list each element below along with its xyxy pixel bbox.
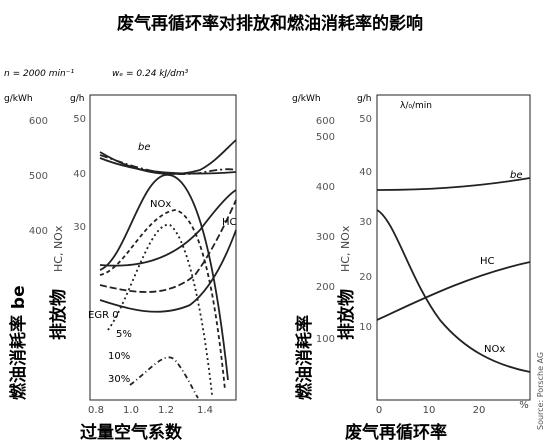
left-ytick-be: 600 [29, 116, 48, 127]
figure-title: 废气再循环率对排放和燃油消耗率的影响 [117, 13, 423, 34]
right-unit-emis: g/h [357, 94, 371, 104]
left-unit-emis: g/h [70, 94, 84, 104]
left-unit-be: g/kWh [4, 94, 33, 104]
left-ytick-emis: 30 [73, 222, 86, 233]
right-xtick: 0 [376, 405, 382, 416]
left-ytick-emis: 50 [73, 114, 86, 125]
left-condition-we: wₑ = 0.24 kJ/dm³ [112, 69, 189, 79]
left-xlabel: 过量空气系数 [80, 422, 183, 443]
left-curve-nox-10 [107, 224, 213, 396]
right-curve-be [376, 177, 531, 191]
right-ytick-emis: 20 [359, 272, 372, 283]
right-ytick-be: 600 [316, 116, 335, 127]
right-plot-frame [376, 94, 531, 401]
right-ylabel-emis: HC, NOx [339, 225, 352, 272]
left-curve-nox-5 [99, 209, 226, 391]
left-curve-be-1 [99, 139, 237, 175]
left-xtick: 1.4 [197, 405, 213, 416]
left-xtick: 1.2 [158, 405, 174, 416]
left-condition-n: n = 2000 min⁻¹ [4, 69, 74, 79]
right-label-be: be [510, 170, 523, 181]
left-ylabel-emis: HC, NOx [52, 225, 65, 272]
right-xtick: 10 [423, 405, 436, 416]
left-curve-be-2 [99, 157, 237, 175]
left-ytick-be: 400 [29, 226, 48, 237]
left-xtick: 0.8 [88, 405, 104, 416]
right-ylabel-be: 燃油消耗率 [294, 315, 315, 400]
right-ytick-emis: 40 [359, 167, 372, 178]
right-ytick-emis: 30 [359, 217, 372, 228]
left-label-5: 5% [116, 329, 132, 340]
right-ytick-be: 500 [316, 132, 335, 143]
left-curve-hc-2 [99, 189, 237, 267]
right-top-label: λ/₀/min [400, 101, 432, 111]
right-panel: g/kWh g/h λ/₀/min 600 500 400 300 200 10… [292, 94, 545, 443]
left-plot-frame [89, 94, 237, 401]
left-label-10: 10% [108, 351, 130, 362]
right-ytick-be: 200 [316, 282, 335, 293]
left-label-hc: HC [222, 217, 237, 228]
left-ylabel-emis2: 排放物 [48, 289, 69, 340]
right-unit-be: g/kWh [292, 94, 321, 104]
right-xtick: 20 [473, 405, 486, 416]
left-curve-nox-peak [99, 174, 229, 381]
left-xtick: 1.0 [123, 405, 139, 416]
right-ytick-emis: 10 [359, 322, 372, 333]
left-curve-nox-30 [129, 356, 199, 399]
right-curve-nox [376, 209, 531, 373]
right-ytick-be: 300 [316, 232, 335, 243]
left-label-30: 30% [108, 374, 130, 385]
left-ytick-emis: 40 [73, 169, 86, 180]
right-curve-hc [376, 261, 531, 321]
right-label-hc: HC [480, 256, 495, 267]
left-curve-hc [99, 229, 237, 313]
right-ytick-be: 100 [316, 334, 335, 345]
right-ytick-emis: 50 [359, 114, 372, 125]
right-ytick-be: 400 [316, 182, 335, 193]
left-panel: n = 2000 min⁻¹ wₑ = 0.24 kJ/dm³ g/kWh g/… [4, 69, 237, 443]
left-ylabel-be: 燃油消耗率 be [8, 285, 29, 400]
right-ylabel-emis2: 排放物 [336, 289, 357, 340]
left-label-be: be [138, 142, 151, 153]
left-label-egr: EGR 0 [88, 310, 119, 321]
right-xtick: % [519, 400, 529, 411]
left-label-nox: NOx [150, 199, 171, 210]
left-ytick-be: 500 [29, 171, 48, 182]
source-credit: Source: Porsche AG [536, 352, 545, 430]
right-xlabel: 废气再循环率 [345, 422, 447, 443]
right-label-nox: NOx [484, 344, 505, 355]
